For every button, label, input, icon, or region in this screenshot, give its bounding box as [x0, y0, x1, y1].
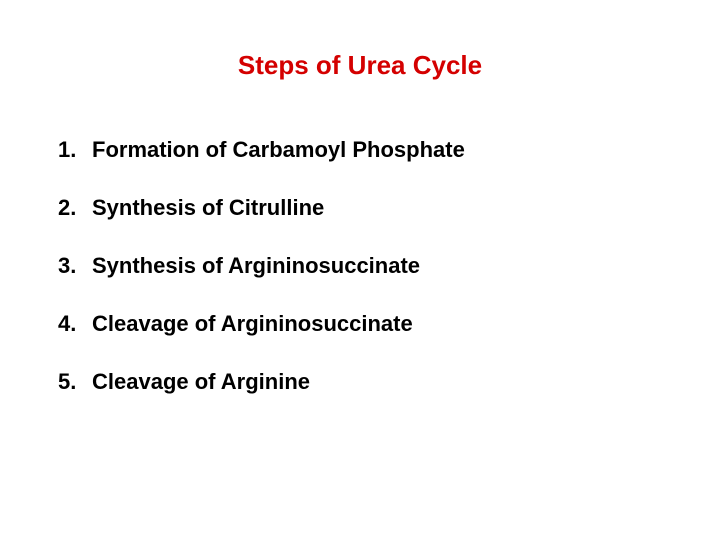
- list-number: 1.: [58, 137, 92, 163]
- list-text: Formation of Carbamoyl Phosphate: [92, 137, 680, 163]
- list-item: 4. Cleavage of Argininosuccinate: [58, 311, 680, 337]
- list-text: Cleavage of Argininosuccinate: [92, 311, 680, 337]
- list-text: Cleavage of Arginine: [92, 369, 680, 395]
- list-item: 1. Formation of Carbamoyl Phosphate: [58, 137, 680, 163]
- slide-title: Steps of Urea Cycle: [40, 50, 680, 81]
- slide-container: Steps of Urea Cycle 1. Formation of Carb…: [0, 0, 720, 540]
- steps-list: 1. Formation of Carbamoyl Phosphate 2. S…: [40, 137, 680, 395]
- list-text: Synthesis of Argininosuccinate: [92, 253, 680, 279]
- list-item: 2. Synthesis of Citrulline: [58, 195, 680, 221]
- list-number: 4.: [58, 311, 92, 337]
- list-item: 5. Cleavage of Arginine: [58, 369, 680, 395]
- list-number: 2.: [58, 195, 92, 221]
- list-number: 5.: [58, 369, 92, 395]
- list-item: 3. Synthesis of Argininosuccinate: [58, 253, 680, 279]
- list-number: 3.: [58, 253, 92, 279]
- list-text: Synthesis of Citrulline: [92, 195, 680, 221]
